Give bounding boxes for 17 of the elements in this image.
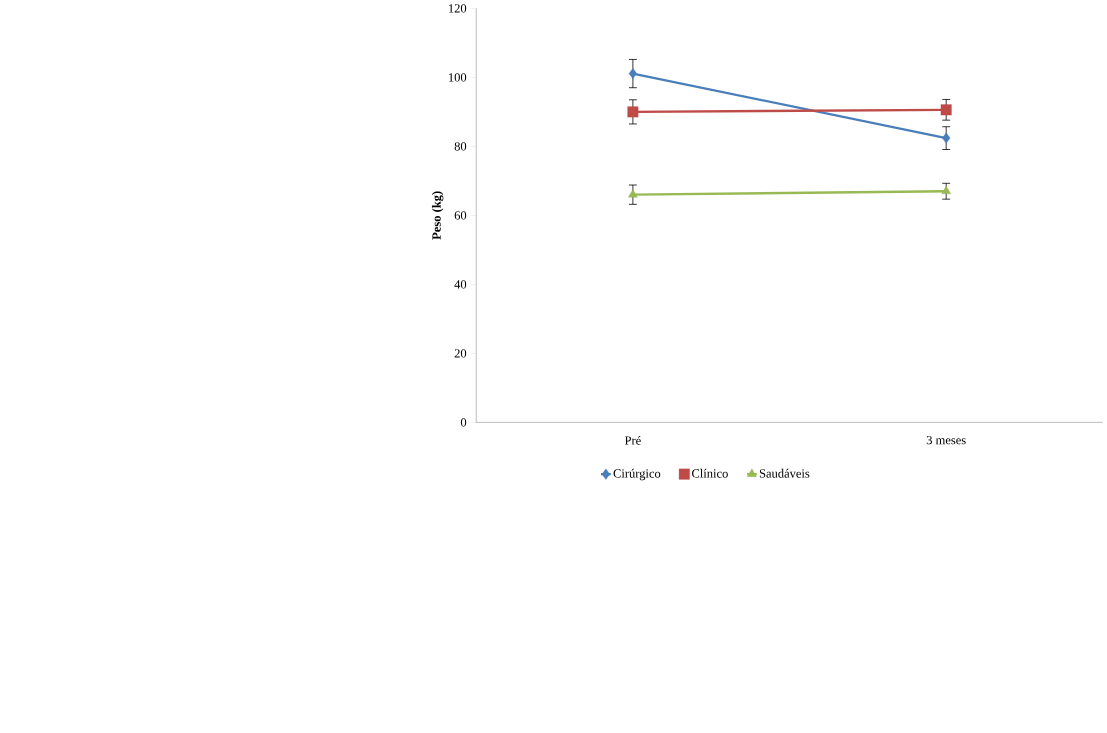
point [628, 68, 637, 80]
legend-label: Saudáveis [759, 468, 810, 478]
y-tick-label: 60 [454, 211, 467, 220]
point [627, 106, 639, 118]
y-axis-title: Peso (kg) [431, 191, 444, 240]
y-tick-label: 120 [449, 4, 467, 13]
legend-label: Cirúrgico [613, 468, 661, 481]
y-tick-label: 100 [449, 73, 467, 82]
point [942, 132, 951, 144]
y-tick-label: 40 [454, 280, 467, 289]
x-tick-label: 3 meses [926, 435, 966, 445]
legend-label: Clínico [692, 468, 728, 478]
y-tick-label: 0 [460, 418, 467, 427]
x-tick-label: Pré [624, 435, 641, 445]
y-tick-label: 20 [454, 349, 467, 358]
y-tick-label: 80 [454, 142, 467, 151]
point [940, 104, 952, 116]
